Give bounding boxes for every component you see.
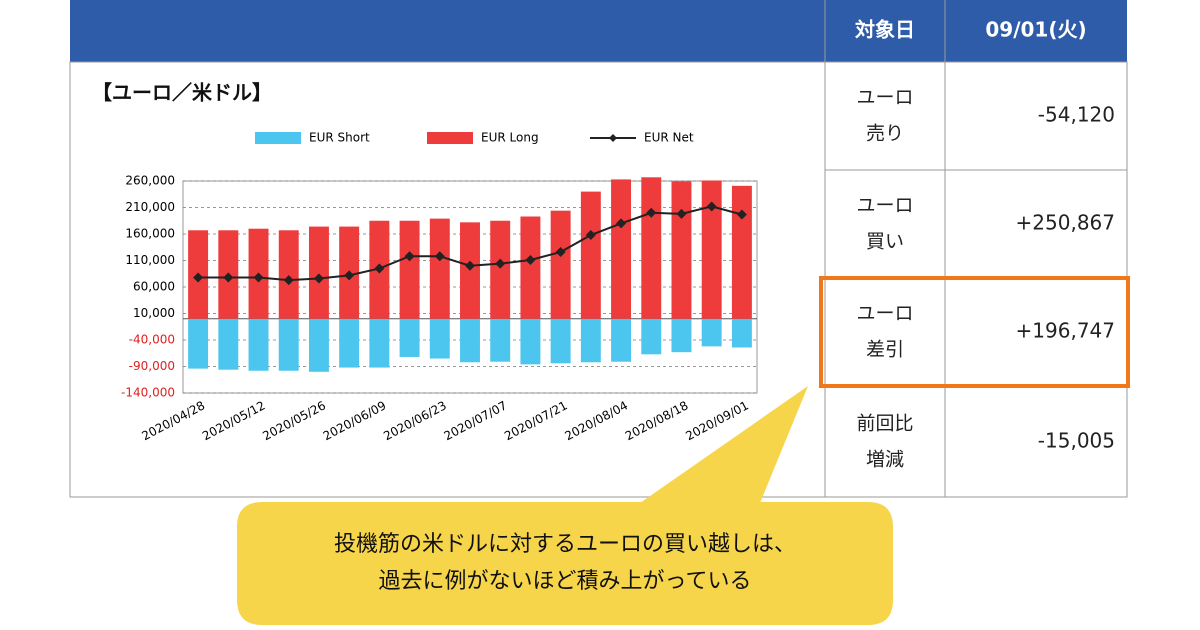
bar (248, 318, 269, 371)
callout-pointer (640, 386, 808, 503)
row-label: 増減 (866, 449, 904, 471)
row-label: ユーロ (856, 195, 913, 217)
net-marker (676, 208, 687, 219)
row-label: 売り (866, 123, 904, 145)
net-marker (193, 272, 204, 283)
y-tick-label: 60,000 (133, 280, 175, 294)
legend-label: EUR Net (644, 131, 694, 145)
bar (490, 220, 511, 319)
x-tick-label: 2020/05/26 (260, 398, 328, 443)
row-label: ユーロ (856, 303, 913, 325)
bar (369, 318, 390, 368)
chart: 260,000 210,000 160,000 110,000 60,000 10,000… (121, 131, 758, 443)
net-marker (525, 254, 536, 265)
x-tick-label: 2020/07/07 (442, 398, 510, 443)
row-value: +196,747 (1016, 319, 1115, 343)
row-value: -54,120 (1038, 103, 1115, 127)
row-label: 買い (866, 231, 904, 253)
bar (188, 318, 209, 369)
y-tick-label: 260,000 (125, 174, 175, 188)
net-marker (616, 218, 627, 229)
table-header: 09/01(火) (985, 18, 1086, 42)
bar (429, 318, 450, 359)
bar (701, 180, 722, 319)
bar (308, 226, 329, 319)
bar (429, 218, 450, 319)
bar (308, 318, 329, 372)
net-marker (223, 272, 234, 283)
highlight-box (819, 276, 1130, 388)
callout-text: 過去に例がないほど積み上がっている (379, 569, 752, 594)
net-marker (555, 247, 566, 258)
callout-text: 投機筋の米ドルに対するユーロの買い越しは、 (334, 532, 796, 557)
chart-title: 【ユーロ／米ドル】 (92, 81, 272, 105)
bar (278, 318, 299, 371)
bar (671, 318, 692, 353)
net-marker (465, 260, 475, 271)
row-value: -15,005 (1038, 429, 1115, 453)
legend-swatch (609, 134, 617, 142)
row-value: +250,867 (1016, 211, 1115, 235)
net-marker (344, 270, 355, 281)
bar (399, 220, 420, 319)
net-marker (253, 272, 264, 283)
x-tick-label: 2020/07/21 (502, 398, 570, 443)
bar (731, 318, 752, 348)
legend-label: EUR Short (309, 131, 370, 145)
net-marker (585, 230, 596, 241)
bar (520, 216, 541, 319)
bar (490, 318, 511, 362)
legend-swatch (255, 132, 301, 144)
bar (550, 210, 571, 319)
bar (460, 318, 480, 363)
y-tick-label: 110,000 (125, 253, 175, 267)
bar (339, 318, 360, 368)
bar (278, 230, 299, 319)
bar (731, 185, 752, 319)
bar (641, 177, 662, 319)
bar (399, 318, 420, 357)
table-header: 対象日 (854, 18, 915, 42)
bar (520, 318, 541, 365)
x-tick-label: 2020/04/28 (140, 398, 208, 443)
net-marker (646, 207, 657, 218)
bar (611, 318, 632, 362)
x-tick-label: 2020/08/18 (623, 398, 691, 443)
row-label: 差引 (866, 339, 904, 361)
y-tick-label: 210,000 (125, 200, 175, 214)
net-marker (313, 273, 324, 284)
bar (580, 318, 601, 363)
legend-label: EUR Long (481, 131, 539, 145)
y-tick-label: 160,000 (125, 227, 175, 241)
x-tick-label: 2020/05/12 (200, 398, 268, 443)
bar (611, 179, 632, 319)
y-tick-label: -90,000 (129, 359, 175, 373)
bar (218, 318, 239, 370)
callout-box (237, 502, 893, 625)
legend-swatch (427, 132, 473, 144)
y-tick-label: -140,000 (121, 386, 175, 400)
row-label: 前回比 (856, 413, 913, 435)
x-tick-label: 2020/06/23 (381, 398, 449, 443)
header-bar (70, 0, 1127, 62)
net-marker (495, 258, 506, 269)
net-marker (706, 201, 717, 212)
bar (550, 318, 571, 364)
net-marker (374, 263, 385, 274)
x-tick-label: 2020/06/09 (321, 398, 389, 443)
y-tick-label: 10,000 (133, 306, 175, 320)
net-marker (736, 209, 747, 220)
row-label: ユーロ (856, 87, 913, 109)
net-marker (434, 251, 445, 262)
x-tick-label: 2020/08/04 (562, 398, 630, 443)
bar (701, 318, 722, 347)
net-marker (283, 275, 294, 286)
bar (671, 181, 692, 319)
bar (580, 191, 601, 319)
bar (641, 318, 662, 355)
y-tick-label: -40,000 (129, 333, 175, 347)
net-marker (404, 251, 415, 262)
